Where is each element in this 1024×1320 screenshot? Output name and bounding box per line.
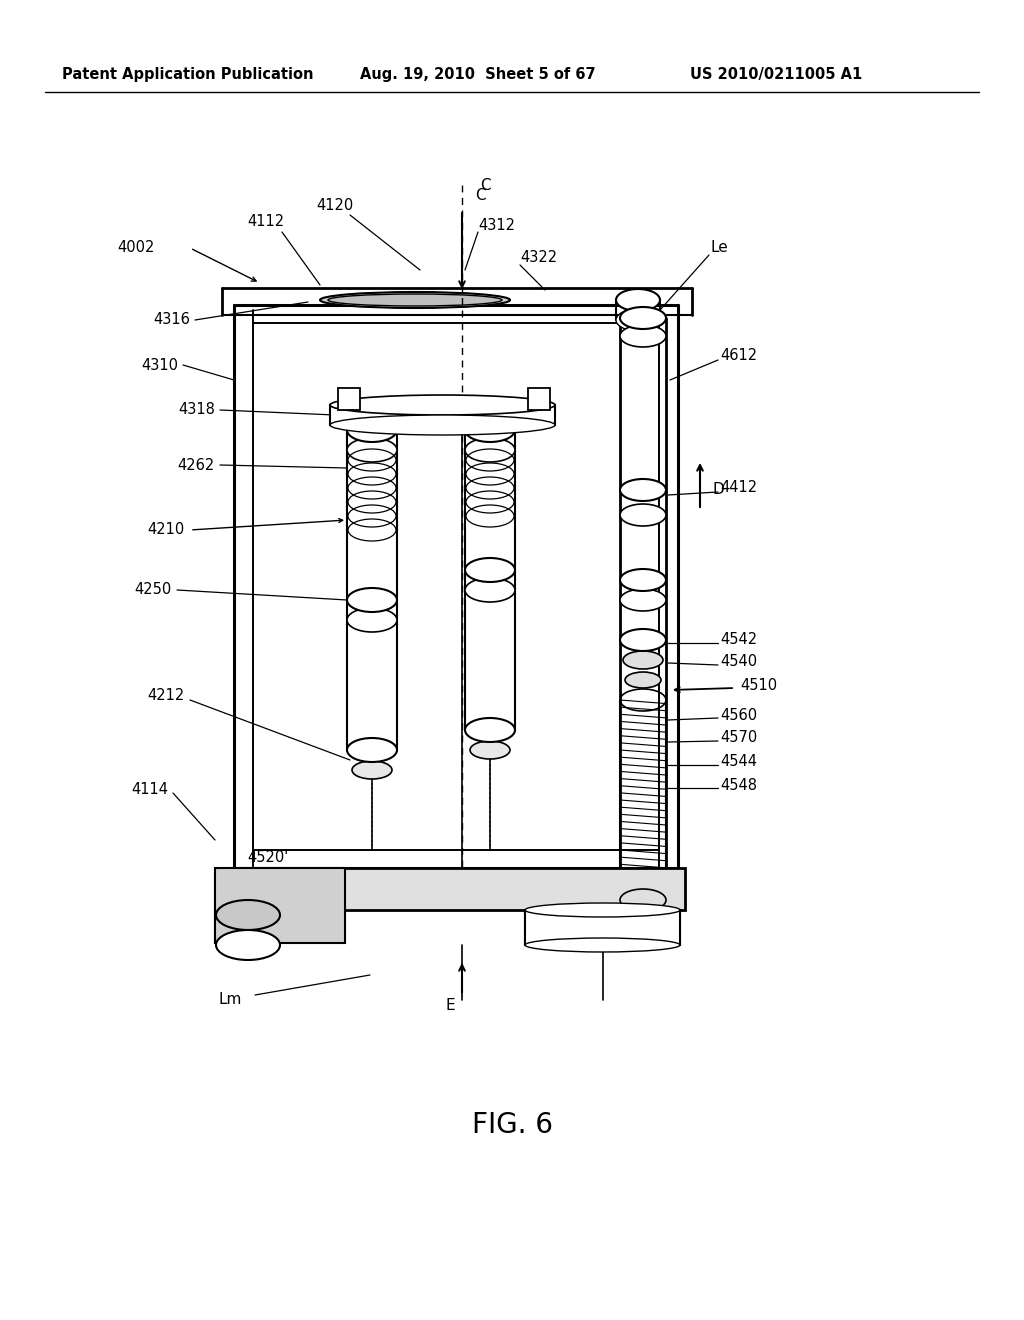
Ellipse shape	[620, 325, 666, 347]
Ellipse shape	[465, 558, 515, 582]
Text: 4318: 4318	[178, 403, 215, 417]
Ellipse shape	[330, 414, 555, 436]
Ellipse shape	[216, 931, 280, 960]
Text: 4510: 4510	[740, 677, 777, 693]
Ellipse shape	[465, 578, 515, 602]
Ellipse shape	[620, 630, 666, 651]
Bar	[330, 405, 555, 425]
Ellipse shape	[330, 395, 555, 414]
Ellipse shape	[625, 672, 662, 688]
Ellipse shape	[616, 309, 660, 331]
Text: 4570: 4570	[720, 730, 758, 746]
Bar	[525, 909, 680, 945]
Text: 4542: 4542	[720, 632, 757, 648]
Text: Aug. 19, 2010  Sheet 5 of 67: Aug. 19, 2010 Sheet 5 of 67	[360, 67, 596, 82]
Ellipse shape	[347, 609, 397, 632]
Text: C: C	[475, 187, 485, 202]
Text: 4560: 4560	[720, 708, 757, 722]
Ellipse shape	[465, 438, 515, 462]
Ellipse shape	[620, 504, 666, 525]
Ellipse shape	[347, 587, 397, 612]
Text: 4114: 4114	[131, 783, 168, 797]
Ellipse shape	[347, 418, 397, 442]
Ellipse shape	[216, 900, 280, 931]
Text: 4212: 4212	[147, 688, 185, 702]
Ellipse shape	[620, 479, 666, 502]
Text: 4002: 4002	[118, 240, 155, 256]
Text: 4250: 4250	[135, 582, 172, 598]
Text: 4120: 4120	[316, 198, 353, 213]
Ellipse shape	[620, 589, 666, 611]
Text: 4310: 4310	[141, 358, 178, 372]
Bar	[215, 869, 345, 942]
Ellipse shape	[328, 294, 502, 306]
Text: 4112: 4112	[248, 214, 285, 230]
Ellipse shape	[620, 569, 666, 591]
Text: 4544: 4544	[720, 755, 757, 770]
Ellipse shape	[319, 292, 510, 308]
Text: Lm: Lm	[218, 993, 242, 1007]
Ellipse shape	[347, 438, 397, 462]
Ellipse shape	[465, 418, 515, 442]
Text: 4210: 4210	[147, 523, 185, 537]
Ellipse shape	[347, 738, 397, 762]
Text: Le: Le	[710, 240, 728, 256]
Ellipse shape	[470, 741, 510, 759]
Ellipse shape	[352, 762, 392, 779]
Ellipse shape	[525, 903, 680, 917]
Text: 4312: 4312	[478, 218, 515, 232]
Text: D: D	[712, 483, 724, 498]
Ellipse shape	[465, 718, 515, 742]
Ellipse shape	[616, 289, 660, 312]
Bar	[215, 869, 685, 909]
Text: C: C	[480, 177, 490, 193]
Ellipse shape	[620, 308, 666, 329]
Text: FIG. 6: FIG. 6	[471, 1111, 553, 1139]
Ellipse shape	[623, 651, 663, 669]
Text: 4520': 4520'	[248, 850, 289, 866]
Bar	[338, 388, 360, 411]
Text: 4612: 4612	[720, 347, 757, 363]
Text: 4540: 4540	[720, 655, 757, 669]
Text: Patent Application Publication: Patent Application Publication	[62, 67, 313, 82]
Bar	[528, 388, 550, 411]
Text: 4262: 4262	[178, 458, 215, 473]
Text: 4316: 4316	[154, 313, 190, 327]
Text: 4548: 4548	[720, 777, 757, 792]
Text: US 2010/0211005 A1: US 2010/0211005 A1	[690, 67, 862, 82]
Text: 4412: 4412	[720, 480, 757, 495]
Text: E: E	[445, 998, 455, 1012]
Text: 4322: 4322	[520, 251, 557, 265]
Ellipse shape	[525, 939, 680, 952]
